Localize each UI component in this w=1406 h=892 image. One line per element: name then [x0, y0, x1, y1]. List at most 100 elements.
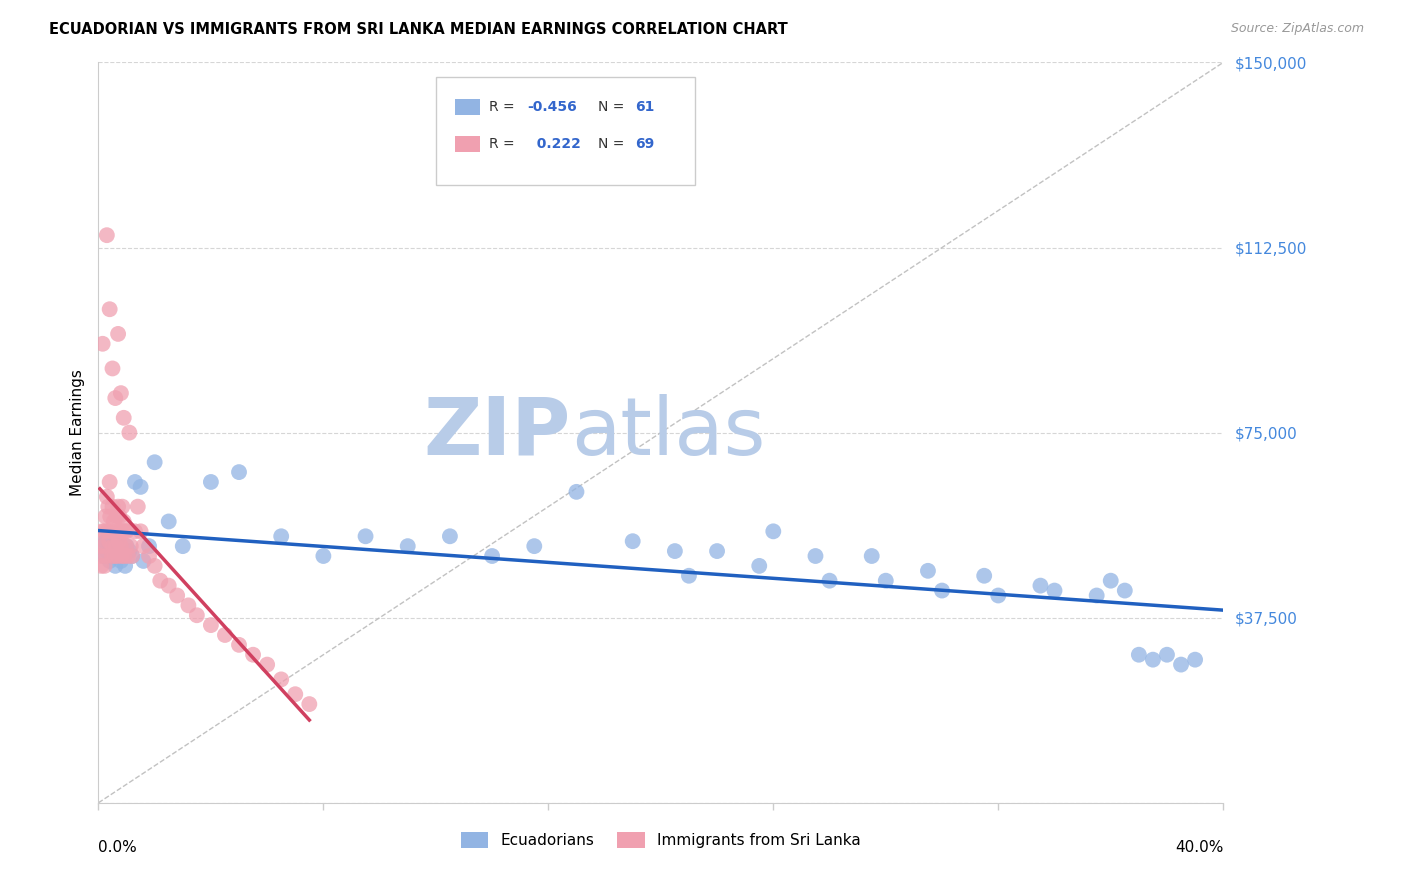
- Point: [104, 391, 127, 405]
- Point: [108, 539, 131, 553]
- Point: [157, 579, 180, 593]
- Point: [973, 568, 995, 582]
- Point: [117, 549, 139, 563]
- Point: [108, 509, 131, 524]
- Point: [1085, 589, 1108, 603]
- Point: [101, 361, 124, 376]
- Point: [91, 336, 114, 351]
- Text: 61: 61: [636, 100, 654, 114]
- Point: [93, 558, 115, 573]
- Point: [270, 529, 292, 543]
- Point: [118, 425, 141, 440]
- Point: [104, 558, 127, 573]
- FancyBboxPatch shape: [436, 78, 695, 185]
- Point: [98, 509, 121, 524]
- Point: [1099, 574, 1122, 588]
- Point: [284, 687, 307, 701]
- Point: [228, 638, 250, 652]
- Text: 0.222: 0.222: [527, 136, 581, 151]
- Point: [94, 509, 117, 524]
- Point: [93, 549, 115, 563]
- Point: [129, 524, 152, 539]
- Point: [270, 673, 292, 687]
- Point: [107, 549, 129, 563]
- Point: [97, 529, 120, 543]
- Text: 0.0%: 0.0%: [98, 840, 138, 855]
- Point: [96, 544, 118, 558]
- Point: [96, 490, 118, 504]
- Point: [1043, 583, 1066, 598]
- Point: [107, 534, 129, 549]
- Point: [98, 475, 121, 489]
- Point: [114, 558, 136, 573]
- Point: [121, 549, 143, 563]
- Point: [90, 524, 112, 539]
- FancyBboxPatch shape: [456, 136, 479, 152]
- Legend: Ecuadorians, Immigrants from Sri Lanka: Ecuadorians, Immigrants from Sri Lanka: [454, 826, 868, 855]
- Point: [200, 618, 222, 632]
- Point: [228, 465, 250, 479]
- Point: [96, 524, 118, 539]
- Point: [186, 608, 208, 623]
- Point: [242, 648, 264, 662]
- Point: [621, 534, 644, 549]
- Text: 40.0%: 40.0%: [1175, 840, 1223, 855]
- Point: [762, 524, 785, 539]
- Point: [112, 549, 135, 563]
- Point: [678, 568, 700, 582]
- Point: [129, 480, 152, 494]
- Point: [860, 549, 883, 563]
- Point: [89, 539, 111, 553]
- Point: [110, 386, 132, 401]
- Point: [115, 524, 138, 539]
- Point: [110, 554, 132, 568]
- Point: [1156, 648, 1178, 662]
- Point: [103, 515, 125, 529]
- Point: [354, 529, 377, 543]
- Point: [97, 500, 120, 514]
- Point: [917, 564, 939, 578]
- Point: [104, 524, 127, 539]
- Point: [115, 539, 138, 553]
- FancyBboxPatch shape: [456, 99, 479, 115]
- Text: -0.456: -0.456: [527, 100, 576, 114]
- Point: [124, 524, 146, 539]
- Point: [120, 539, 142, 553]
- Point: [298, 697, 321, 711]
- Point: [103, 544, 125, 558]
- Point: [818, 574, 841, 588]
- Point: [110, 539, 132, 553]
- Point: [312, 549, 335, 563]
- Point: [875, 574, 897, 588]
- Point: [115, 539, 138, 553]
- Point: [98, 534, 121, 549]
- Point: [664, 544, 686, 558]
- Point: [481, 549, 503, 563]
- Point: [166, 589, 188, 603]
- Text: ECUADORIAN VS IMMIGRANTS FROM SRI LANKA MEDIAN EARNINGS CORRELATION CHART: ECUADORIAN VS IMMIGRANTS FROM SRI LANKA …: [49, 22, 787, 37]
- Point: [987, 589, 1010, 603]
- Point: [107, 500, 129, 514]
- Y-axis label: Median Earnings: Median Earnings: [69, 369, 84, 496]
- Point: [98, 302, 121, 317]
- Point: [110, 524, 132, 539]
- Point: [1029, 579, 1052, 593]
- Point: [105, 534, 128, 549]
- Point: [177, 599, 200, 613]
- Point: [93, 524, 115, 539]
- Text: R =: R =: [489, 136, 519, 151]
- Point: [114, 524, 136, 539]
- Point: [90, 549, 112, 563]
- Point: [90, 558, 112, 573]
- Point: [132, 539, 155, 553]
- Text: atlas: atlas: [571, 393, 765, 472]
- Text: N =: N =: [598, 136, 628, 151]
- Point: [111, 544, 134, 558]
- Point: [101, 500, 124, 514]
- Point: [110, 549, 132, 563]
- Point: [706, 544, 728, 558]
- Point: [1142, 653, 1164, 667]
- Point: [1184, 653, 1206, 667]
- Point: [112, 515, 135, 529]
- Point: [111, 500, 134, 514]
